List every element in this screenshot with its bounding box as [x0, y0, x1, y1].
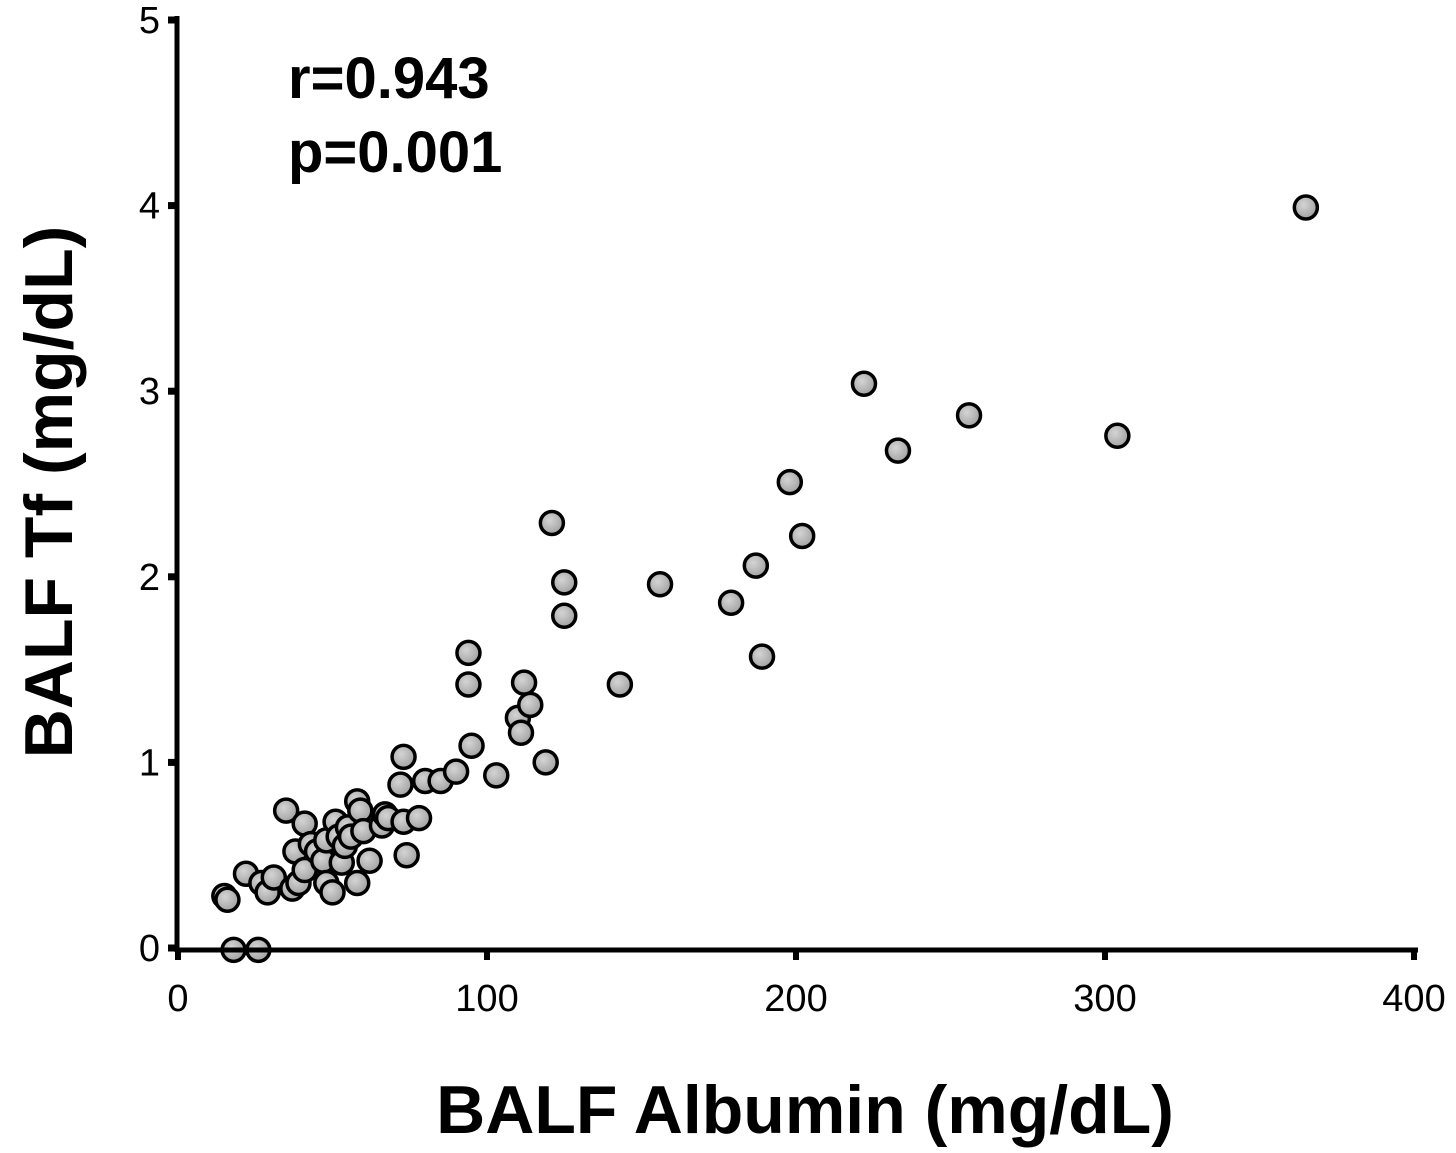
y-tick-label: 1	[139, 742, 160, 784]
data-point	[955, 402, 983, 429]
data-point	[442, 758, 470, 785]
data-point	[343, 869, 371, 897]
data-point	[776, 468, 804, 496]
data-point	[510, 669, 538, 696]
data-point	[748, 643, 776, 670]
data-point	[717, 589, 745, 617]
data-point	[551, 602, 578, 630]
data-points	[211, 194, 1320, 964]
data-point	[214, 886, 241, 913]
data-point	[356, 847, 383, 875]
data-point	[458, 732, 485, 759]
data-point	[483, 762, 510, 789]
y-tick-label: 5	[139, 0, 160, 42]
y-tick-label: 0	[139, 928, 160, 970]
y-tick-label: 4	[139, 186, 160, 228]
data-point	[393, 841, 420, 869]
annotation-p-value: p=0.001	[288, 120, 502, 185]
tick-labels: 0 100 200 300 400 0 1 2 3 4 5	[139, 0, 1446, 1020]
data-point	[272, 797, 300, 824]
data-point	[788, 522, 816, 550]
data-point	[387, 771, 414, 798]
data-point	[455, 639, 482, 667]
y-tick-label: 3	[139, 371, 160, 413]
x-tick-label: 0	[167, 978, 188, 1020]
x-tick-label: 200	[764, 978, 827, 1020]
axes	[168, 16, 1418, 960]
x-tick-label: 300	[1073, 978, 1136, 1020]
data-point	[532, 749, 559, 776]
data-point	[551, 569, 578, 596]
data-point	[850, 370, 878, 398]
y-axis-title: BALF Tf (mg/dL)	[11, 226, 87, 759]
x-axis-title: BALF Albumin (mg/dL)	[436, 1072, 1174, 1148]
data-point	[646, 570, 674, 598]
data-point	[742, 552, 770, 579]
data-point	[538, 509, 566, 537]
data-point	[1292, 194, 1320, 221]
annotation-r-value: r=0.943	[288, 46, 490, 111]
data-point	[507, 719, 535, 746]
data-point	[606, 671, 634, 698]
x-tick-label: 400	[1382, 978, 1445, 1020]
data-point	[1104, 422, 1131, 449]
data-point	[517, 691, 544, 719]
data-point	[319, 879, 346, 906]
x-tick-label: 100	[455, 978, 518, 1020]
y-tick-label: 2	[139, 557, 160, 599]
data-point	[884, 437, 912, 464]
data-point	[390, 743, 417, 771]
data-point	[405, 804, 433, 832]
data-point	[455, 671, 482, 698]
